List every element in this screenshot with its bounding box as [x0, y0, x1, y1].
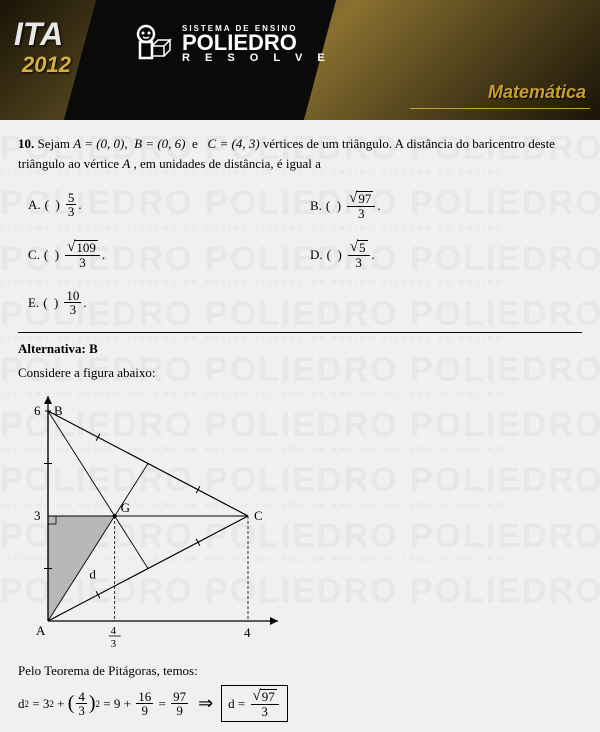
option-a: A.( ) 53.: [28, 191, 300, 218]
option-b: B.( ) √973.: [310, 191, 582, 220]
subject-label: Matemática: [488, 82, 586, 103]
exam-year: 2012: [22, 52, 71, 78]
brand-sub: R E S O L V E: [182, 52, 331, 64]
exam-name: ITA: [14, 16, 63, 53]
header-banner: ITA 2012 SISTEMA DE ENSINO POLIEDRO R E …: [0, 0, 600, 120]
question-number: 10.: [18, 136, 34, 151]
svg-text:3: 3: [111, 638, 117, 650]
final-answer-box: d = √973: [221, 685, 288, 722]
options-row-2: C.( ) √1093. D.( ) √53.: [18, 236, 582, 279]
answer-label: Alternativa: B: [18, 341, 582, 357]
option-e: E.( ) 103.: [28, 289, 300, 316]
svg-text:G: G: [121, 500, 130, 515]
svg-text:4: 4: [111, 625, 117, 637]
solution-equation: d2 = 32 + ( 43 )2 = 9 + 169 = 979 ⇒ d = …: [18, 685, 582, 722]
content-area: 10. Sejam A = (0, 0), B = (0, 6) e C = (…: [0, 120, 600, 732]
svg-text:4: 4: [244, 625, 251, 640]
svg-text:6: 6: [34, 403, 41, 418]
svg-text:C: C: [254, 508, 263, 523]
brand-logo: SISTEMA DE ENSINO POLIEDRO R E S O L V E: [130, 22, 331, 66]
options-row-3: E.( ) 103.: [18, 285, 582, 326]
figure-caption: Considere a figura abaixo:: [18, 365, 582, 381]
question-text: 10. Sejam A = (0, 0), B = (0, 6) e C = (…: [18, 134, 582, 173]
pythagoras-intro: Pelo Teorema de Pitágoras, temos:: [18, 663, 582, 679]
subject-underline: [410, 108, 590, 109]
brand-name: POLIEDRO: [182, 33, 331, 53]
svg-text:B: B: [54, 403, 63, 418]
options-row-1: A.( ) 53. B.( ) √973.: [18, 187, 582, 230]
divider: [18, 332, 582, 333]
option-d: D.( ) √53.: [310, 240, 582, 269]
svg-text:d: d: [89, 567, 96, 582]
svg-text:3: 3: [34, 508, 41, 523]
mascot-icon: [130, 22, 174, 66]
option-c: C.( ) √1093.: [28, 240, 300, 269]
svg-text:A: A: [36, 623, 46, 638]
solution-figure: dABCG63443: [18, 391, 288, 651]
